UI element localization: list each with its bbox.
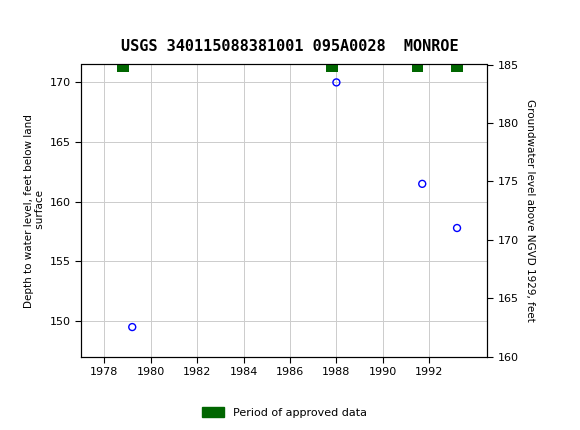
- Legend: Period of approved data: Period of approved data: [197, 403, 371, 422]
- Point: [418, 181, 427, 187]
- Bar: [117, 65, 129, 72]
- Text: USGS 340115088381001 095A0028  MONROE: USGS 340115088381001 095A0028 MONROE: [121, 39, 459, 54]
- Point: [452, 224, 462, 231]
- Y-axis label: Depth to water level, feet below land
 surface: Depth to water level, feet below land su…: [24, 114, 45, 307]
- Text: ≈USGS: ≈USGS: [3, 14, 74, 31]
- Bar: [451, 65, 463, 72]
- Point: [332, 79, 341, 86]
- Point: [128, 324, 137, 331]
- Bar: [412, 65, 423, 72]
- Bar: [1, 3, 53, 42]
- Y-axis label: Groundwater level above NGVD 1929, feet: Groundwater level above NGVD 1929, feet: [525, 99, 535, 322]
- Bar: [326, 65, 338, 72]
